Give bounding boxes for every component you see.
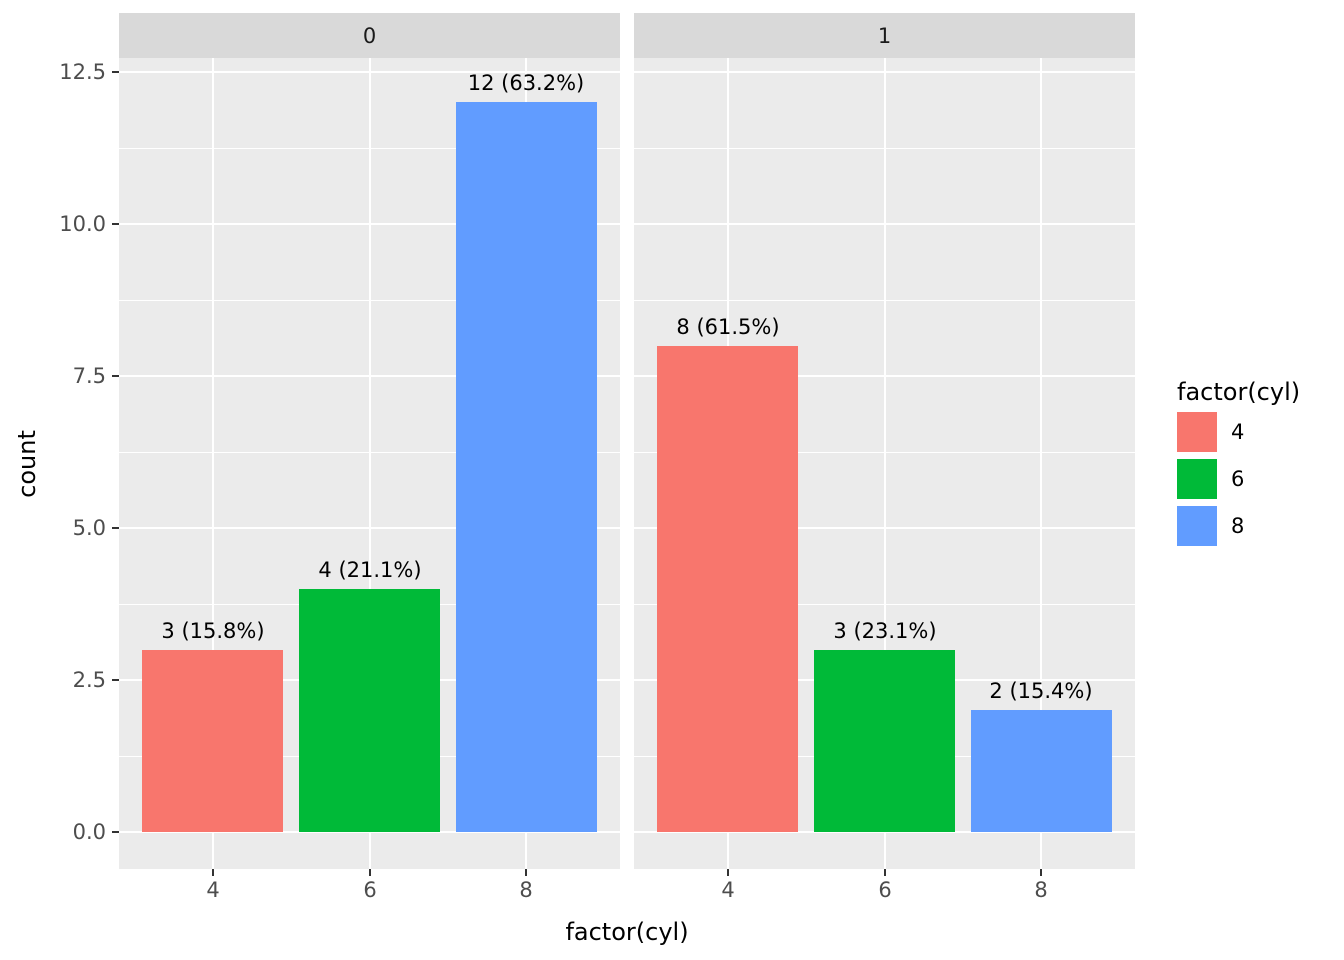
bar — [299, 589, 440, 832]
x-tick-label: 4 — [206, 878, 220, 902]
bar — [814, 650, 955, 832]
y-tick-mark — [112, 831, 119, 833]
y-tick-label: 5.0 — [72, 516, 106, 540]
facet-strip: 1 — [634, 13, 1135, 58]
legend-entry-label: 8 — [1231, 514, 1245, 538]
bar — [657, 346, 798, 832]
legend-entry: 4 — [1177, 412, 1300, 452]
y-tick-label: 7.5 — [72, 364, 106, 388]
bar-value-label: 3 (15.8%) — [161, 619, 265, 643]
x-tick-label: 8 — [1034, 878, 1048, 902]
y-tick-mark — [112, 223, 119, 225]
x-tick-mark — [525, 869, 527, 876]
legend-entry: 6 — [1177, 459, 1300, 499]
bar-value-label: 4 (21.1%) — [318, 558, 422, 582]
facet-strip: 0 — [119, 13, 620, 58]
bar — [142, 650, 283, 832]
bar-value-label: 8 (61.5%) — [676, 315, 780, 339]
x-tick-mark — [727, 869, 729, 876]
major-gridline — [212, 58, 214, 869]
y-tick-label: 2.5 — [72, 668, 106, 692]
x-axis-title: factor(cyl) — [565, 918, 689, 946]
x-tick-mark — [212, 869, 214, 876]
x-tick-mark — [1040, 869, 1042, 876]
major-gridline — [369, 58, 371, 869]
legend-title: factor(cyl) — [1177, 378, 1301, 406]
legend-entries: 4 6 8 — [1177, 412, 1300, 546]
bar-value-label: 2 (15.4%) — [989, 679, 1093, 703]
x-tick-label: 6 — [878, 878, 892, 902]
y-tick-mark — [112, 527, 119, 529]
x-tick-mark — [369, 869, 371, 876]
legend: factor(cyl) 4 6 8 — [1177, 378, 1300, 553]
legend-swatch — [1177, 412, 1217, 452]
y-tick-mark — [112, 375, 119, 377]
y-tick-label: 0.0 — [72, 820, 106, 844]
legend-swatch — [1177, 506, 1217, 546]
x-tick-label: 8 — [519, 878, 533, 902]
x-tick-label: 4 — [721, 878, 735, 902]
y-tick-mark — [112, 679, 119, 681]
facet-panel: 3 (15.8%) 4 (21.1%) 12 (63.2%) — [119, 58, 620, 869]
major-gridline — [1040, 58, 1042, 869]
y-axis-title: count — [13, 430, 41, 498]
y-tick-mark — [112, 71, 119, 73]
x-tick-label: 6 — [363, 878, 377, 902]
legend-entry-label: 4 — [1231, 420, 1245, 444]
bar-value-label: 3 (23.1%) — [833, 619, 937, 643]
y-tick-label: 12.5 — [59, 60, 106, 84]
bar-value-label: 12 (63.2%) — [467, 71, 585, 95]
bar — [456, 102, 597, 832]
legend-swatch — [1177, 459, 1217, 499]
legend-entry: 8 — [1177, 506, 1300, 546]
legend-entry-label: 6 — [1231, 467, 1245, 491]
x-tick-mark — [884, 869, 886, 876]
major-gridline — [884, 58, 886, 869]
y-tick-label: 10.0 — [59, 212, 106, 236]
facet-panel: 8 (61.5%) 3 (23.1%) 2 (15.4%) — [634, 58, 1135, 869]
bar — [971, 710, 1112, 832]
